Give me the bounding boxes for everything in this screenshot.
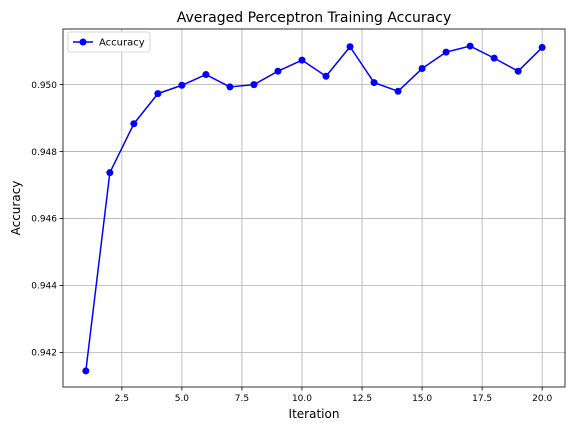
data-point (514, 67, 522, 75)
x-tick-label: 10.0 (292, 394, 312, 404)
x-axis-ticks: 2.5 5.0 7.5 10.0 12.5 15.0 17.5 20.0 (115, 387, 552, 404)
data-point (202, 71, 210, 79)
y-tick-label: 0.948 (31, 148, 57, 158)
x-tick-label: 17.5 (472, 394, 492, 404)
data-point (346, 43, 354, 51)
data-point (442, 48, 450, 56)
y-axis-title: Accuracy (9, 181, 23, 236)
x-tick-label: 15.0 (412, 394, 432, 404)
data-point (394, 87, 402, 95)
data-point (490, 54, 498, 62)
series-layer (82, 42, 546, 375)
x-tick-label: 2.5 (115, 394, 129, 404)
x-tick-label: 20.0 (532, 394, 552, 404)
legend: Accuracy (67, 31, 151, 53)
data-point (130, 120, 138, 128)
data-point (82, 367, 90, 375)
legend-box (67, 31, 151, 53)
plot-area-frame (62, 28, 566, 388)
x-tick-label: 12.5 (352, 394, 372, 404)
x-tick-label: 7.5 (235, 394, 249, 404)
grid-lines (63, 29, 565, 387)
data-point (298, 56, 306, 64)
x-axis-title: Iteration (289, 407, 340, 421)
data-point (370, 79, 378, 87)
y-tick-label: 0.946 (31, 215, 57, 225)
x-tick-label: 5.0 (175, 394, 190, 404)
legend-label-accuracy: Accuracy (99, 38, 145, 49)
series-line-accuracy (85, 45, 543, 372)
data-point (538, 43, 546, 51)
data-point (466, 42, 474, 50)
y-tick-label: 0.950 (31, 81, 57, 91)
data-point (274, 67, 282, 75)
data-point (178, 81, 186, 89)
data-point (250, 81, 258, 89)
data-point (322, 72, 330, 80)
data-point (418, 65, 426, 73)
legend-marker-sample (79, 38, 87, 46)
data-point (154, 90, 162, 98)
data-point (106, 169, 114, 177)
y-tick-label: 0.944 (31, 282, 57, 292)
chart-title: Averaged Perceptron Training Accuracy (177, 10, 451, 26)
y-tick-label: 0.942 (31, 349, 57, 359)
data-point (226, 83, 234, 91)
y-axis-ticks: 0.942 0.944 0.946 0.948 0.950 (31, 81, 63, 359)
